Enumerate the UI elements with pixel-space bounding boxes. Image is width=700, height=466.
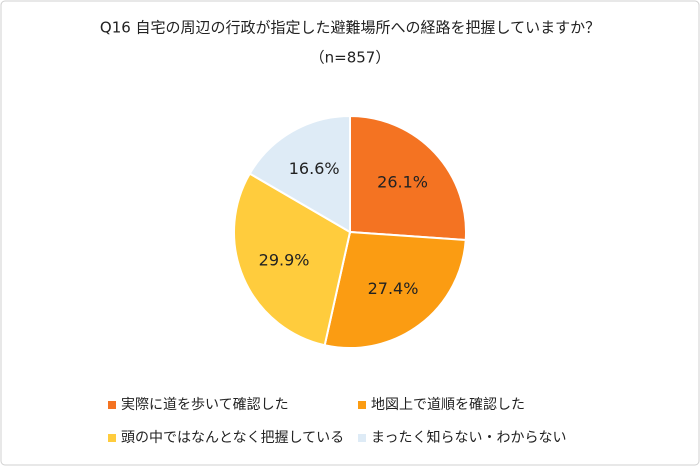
data-label: 27.4% [368, 279, 419, 298]
legend-label: 頭の中ではなんとなく把握している [121, 430, 344, 446]
pie-slice [349, 114, 467, 242]
legend-swatch [358, 434, 366, 442]
pie-slice [233, 172, 352, 347]
legend-swatch [358, 401, 366, 409]
chart-subtitle: （n=857） [310, 49, 391, 67]
legend-label: まったく知らない・わからない [371, 429, 566, 446]
data-label: 16.6% [289, 159, 340, 178]
legend-label: 地図上で道順を確認した [371, 397, 525, 413]
legend-swatch [108, 401, 116, 409]
data-label: 29.9% [259, 250, 310, 269]
pie-slice [323, 230, 467, 349]
legend-label: 実際に道を歩いて確認した [121, 397, 289, 413]
data-label: 26.1% [377, 172, 428, 191]
legend-swatch [108, 434, 116, 442]
pie-slice [248, 114, 351, 234]
chart-title: Q16 自宅の周辺の行政が指定した避難場所への経路を把握していますか？ [100, 19, 600, 37]
